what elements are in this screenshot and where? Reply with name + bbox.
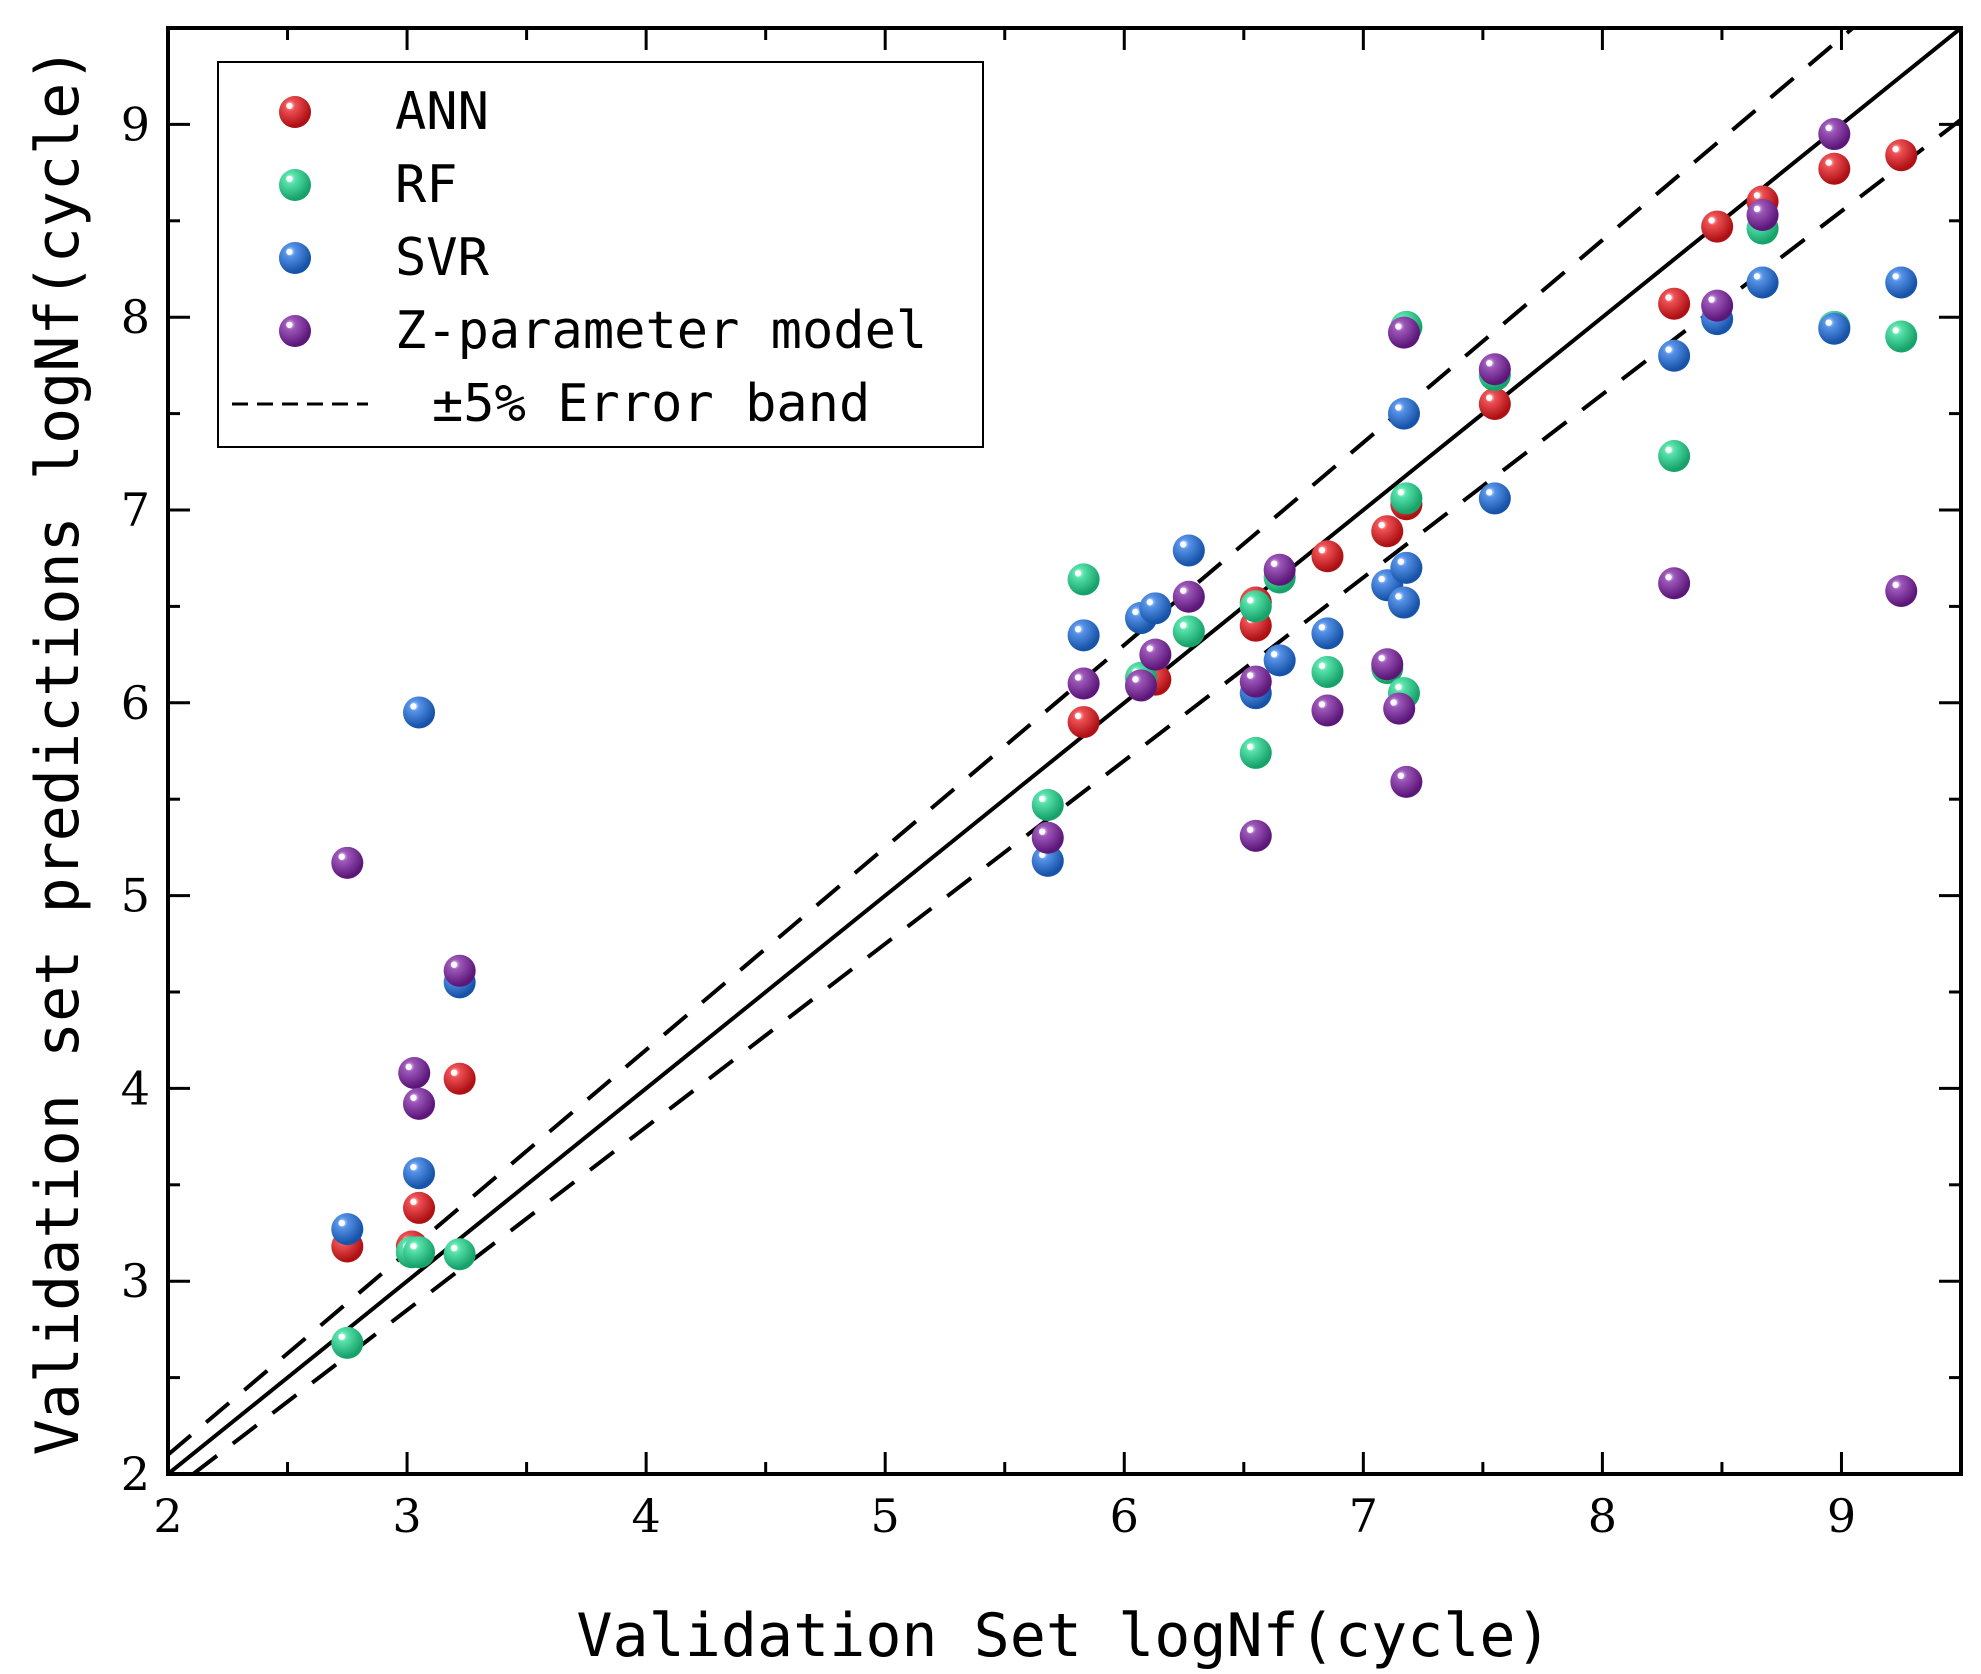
y-tick-label: 9 (121, 97, 150, 151)
x-tick-label: 6 (1110, 1489, 1139, 1543)
y-tick-label: 7 (121, 483, 150, 537)
rf-point (1031, 788, 1064, 821)
z-parameter-model-point (1263, 553, 1296, 586)
z-parameter-model-point (1067, 667, 1100, 700)
x-tick-label: 4 (631, 1489, 660, 1543)
x-tick-label: 2 (153, 1489, 182, 1543)
z-parameter-model-point (1885, 574, 1918, 607)
x-tick-label: 3 (392, 1489, 421, 1543)
legend-label-ann: ANN (395, 82, 489, 142)
y-tick-label: 5 (121, 869, 150, 923)
ann-point (443, 1062, 476, 1095)
svr-point (403, 1157, 436, 1190)
z-parameter-model-point (1383, 692, 1416, 725)
z-parameter-model-point (1701, 289, 1734, 322)
svr-point (1387, 397, 1420, 430)
z-parameter-model-point (1746, 199, 1779, 232)
rf-point (403, 1236, 436, 1269)
svr-point (403, 696, 436, 729)
svr-point (1390, 551, 1423, 584)
svr-point (1172, 534, 1205, 567)
ann-point (1311, 540, 1344, 573)
z-parameter-model-point (1387, 316, 1420, 349)
svr-point (1746, 266, 1779, 299)
y-tick-label: 8 (121, 290, 150, 344)
x-tick-labels: 2 3 4 5 6 7 8 9 (153, 1489, 1856, 1543)
rf-point (331, 1326, 364, 1359)
svr-point (1263, 644, 1296, 677)
z-parameter-model-point (1139, 638, 1172, 671)
svr-point (1031, 844, 1064, 877)
x-tick-label: 9 (1827, 1489, 1856, 1543)
ann-point (1885, 139, 1918, 172)
x-tick-label: 8 (1588, 1489, 1617, 1543)
legend-marker-rf (279, 169, 311, 201)
svr-point (1139, 592, 1172, 625)
legend-marker-svr (279, 242, 311, 274)
rf-point (1172, 615, 1205, 648)
rf-point (443, 1238, 476, 1271)
x-tick-label: 7 (1349, 1489, 1378, 1543)
axis-ticks (166, 26, 1963, 1476)
legend-marker-ann (279, 96, 311, 128)
ann-point (403, 1191, 436, 1224)
y-tick-label: 4 (121, 1061, 150, 1115)
z-parameter-model-point (1390, 765, 1423, 798)
ann-point (1818, 152, 1851, 185)
z-parameter-model-point (1239, 665, 1272, 698)
z-parameter-model-point (1478, 353, 1511, 386)
legend: ANN RF SVR Z-parameter model ±5% Error band (217, 61, 984, 448)
svr-point (1885, 266, 1918, 299)
ann-point (1701, 210, 1734, 243)
upper-error-band-line (168, 28, 1855, 1457)
z-parameter-model-point (443, 954, 476, 987)
z-parameter-model-point (331, 846, 364, 879)
x-axis-title: Validation Set logNf(cycle) (576, 1601, 1551, 1671)
y-tick-label: 3 (121, 1254, 150, 1308)
legend-label-rf: RF (395, 155, 458, 215)
svr-point (1311, 617, 1344, 650)
ann-point (1371, 515, 1404, 548)
svr-point (1478, 482, 1511, 515)
z-parameter-model-point (398, 1056, 431, 1089)
rf-point (1067, 563, 1100, 596)
rf-point (1885, 320, 1918, 353)
rf-point (1311, 655, 1344, 688)
legend-label-error-band: ±5% Error band (432, 374, 870, 434)
svr-point (1818, 312, 1851, 345)
data-points (331, 118, 1918, 1359)
svr-point (1658, 339, 1691, 372)
z-parameter-model-point (1031, 821, 1064, 854)
y-axis-title: Validation set predictions logNf(cycle) (23, 47, 93, 1456)
z-parameter-model-point (1658, 567, 1691, 600)
z-parameter-model-point (1125, 669, 1158, 702)
z-parameter-model-point (1239, 819, 1272, 852)
rf-point (1239, 590, 1272, 623)
svr-point (1387, 586, 1420, 619)
rf-point (1390, 482, 1423, 515)
legend-label-z-parameter-model: Z-parameter model (395, 301, 927, 361)
ann-point (1067, 706, 1100, 739)
z-parameter-model-point (1172, 580, 1205, 613)
ann-point (1478, 387, 1511, 420)
z-parameter-model-point (1371, 648, 1404, 681)
rf-point (1658, 440, 1691, 473)
z-parameter-model-point (1818, 118, 1851, 151)
rf-point (1239, 736, 1272, 769)
legend-box (217, 61, 984, 448)
legend-label-svr: SVR (395, 228, 490, 288)
y-tick-label: 6 (121, 676, 150, 730)
svr-point (331, 1213, 364, 1246)
y-tick-labels: 2 3 4 5 6 7 8 9 (121, 97, 150, 1501)
y-tick-label: 2 (121, 1447, 150, 1501)
svr-point (1067, 619, 1100, 652)
z-parameter-model-point (1311, 694, 1344, 727)
ann-point (1658, 287, 1691, 320)
z-parameter-model-point (403, 1087, 436, 1120)
x-tick-label: 5 (871, 1489, 900, 1543)
legend-marker-z-parameter-model (279, 315, 311, 347)
identity-line (168, 28, 1961, 1474)
